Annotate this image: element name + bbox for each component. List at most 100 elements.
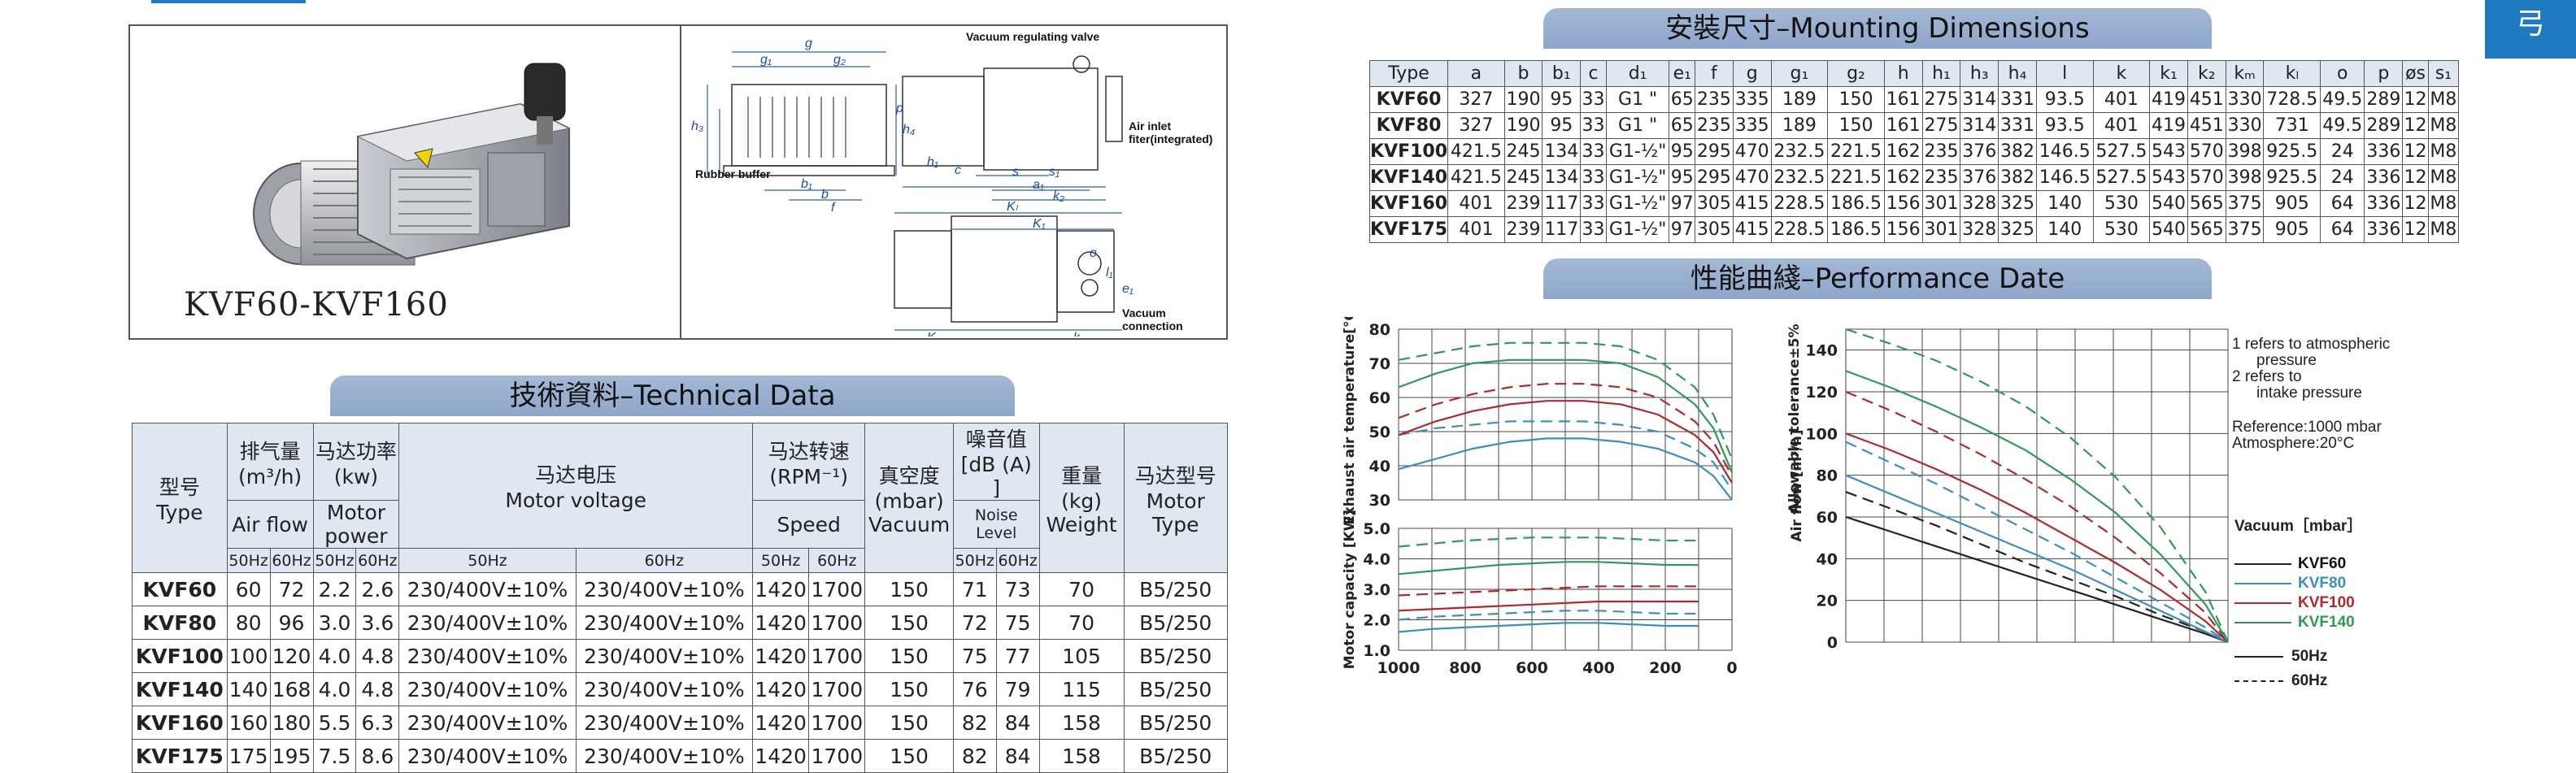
cell-s60: 1700: [808, 572, 866, 606]
cell-v60: 230/400V±10%: [575, 672, 754, 706]
cell-n60: 77: [995, 639, 1040, 673]
cell-v50: 230/400V±10%: [398, 606, 577, 640]
cell-af60: 180: [269, 706, 314, 740]
mount-cell: 33: [1580, 164, 1607, 191]
mount-cell: 314: [1960, 112, 1999, 139]
cell-af60: 96: [269, 606, 314, 640]
table-row: KVF80 80 96 3.0 3.6 230/400V±10% 230/400V±10% 1…: [132, 606, 1228, 640]
y-axis-label: Air flow [m³/h]: [1789, 429, 1805, 541]
mount-cell: 33: [1580, 86, 1607, 113]
svg-text:h₁: h₁: [927, 155, 938, 169]
cell-n50: 76: [952, 672, 997, 706]
cell-wt: 70: [1038, 606, 1125, 640]
col-power: 马达功率 (kw): [312, 423, 400, 501]
cell-s60: 1700: [808, 639, 866, 673]
mount-cell: 330: [2225, 86, 2265, 113]
mount-cell: 375: [2225, 190, 2265, 217]
mount-cell: 162: [1883, 138, 1923, 165]
mount-cell: 419: [2149, 112, 2188, 139]
mount-cell: 228.5: [1770, 216, 1829, 243]
label-vacuum-regulating-valve: Vacuum regulating valve: [966, 30, 1099, 43]
legend-item-kvf140: KVF140: [2234, 614, 2413, 632]
mount-cell: 245: [1503, 164, 1543, 191]
cell-p50: 4.0: [312, 639, 357, 673]
mount-cell: 325: [1998, 216, 2037, 243]
cell-n60: 79: [995, 672, 1040, 706]
cell-motor: B5/250: [1123, 706, 1228, 740]
cell-v60: 230/400V±10%: [575, 572, 754, 606]
x-tick-label: 1000: [1377, 659, 1421, 677]
mount-cell: 161: [1883, 86, 1923, 113]
cell-p50: 4.0: [312, 672, 357, 706]
mount-col-header: o: [2320, 60, 2365, 87]
mount-cell: 421.5: [1447, 164, 1505, 191]
mount-col-header: k: [2092, 60, 2151, 87]
mount-cell: 327: [1447, 86, 1505, 113]
mount-cell: 65: [1669, 112, 1696, 139]
mount-col-header: g: [1732, 60, 1772, 87]
mount-cell: 239: [1503, 190, 1543, 217]
svg-text:k: k: [1073, 331, 1081, 337]
legend-swatch: [2234, 563, 2291, 565]
header-accent-line: [151, 0, 306, 3]
mount-col-header: øs: [2402, 60, 2429, 87]
mount-cell: 235: [1921, 138, 1961, 165]
table-row: KVF60 327 190 95 33 G1 " 65 235 335 189 150 161 275 3…: [1368, 86, 2460, 113]
cell-motor: B5/250: [1123, 606, 1228, 640]
mount-cell: 64: [2320, 190, 2365, 217]
mount-cell: 64: [2320, 216, 2365, 243]
legend-label: KVF140: [2298, 614, 2355, 631]
mount-cell: 97: [1669, 190, 1696, 217]
mount-cell: 289: [2364, 86, 2404, 113]
series-line-7: [1845, 370, 2229, 643]
legend-item-kvf80: KVF80: [2234, 575, 2413, 593]
table-row: KVF160 401 239 117 33 G1-½" 97 305 415 228.5 186.5…: [1368, 190, 2460, 217]
mount-col-header: b₁: [1542, 60, 1582, 87]
model-range-caption: KVF60-KVF160: [184, 286, 449, 324]
mount-col-header: l: [2035, 60, 2094, 87]
mount-cell: 305: [1695, 190, 1734, 217]
svg-text:h₄: h₄: [903, 123, 915, 137]
mount-cell: 470: [1732, 164, 1772, 191]
dimension-drawing: g g₁ g₂ h₃ h₄p b₁ bf s s₁ a₁ k₂ Kₗ K₁ Kₘ k o l₁ e₁ h…: [691, 30, 1212, 337]
legend-label: KVF100: [2298, 594, 2355, 611]
svg-text:connection: connection: [1122, 319, 1183, 332]
cell-v50: 230/400V±10%: [398, 572, 577, 606]
mount-cell: 314: [1960, 86, 1999, 113]
mount-cell: 140: [2035, 216, 2094, 243]
mount-cell: 146.5: [2035, 138, 2094, 165]
table-row: KVF80 327 190 95 33 G1 " 65 235 335 189 150 161 275 3…: [1368, 112, 2460, 139]
col-vacuum: 真空度 (mbar) Vacuum: [864, 423, 954, 573]
x-tick-label: 0: [1726, 659, 1737, 677]
cell-vac: 150: [864, 706, 954, 740]
series-line-1: [1845, 515, 2229, 644]
mount-cell: 186.5: [1827, 216, 1885, 243]
cell-n60: 84: [995, 706, 1040, 740]
product-panel: [128, 24, 1228, 340]
mount-cell: 336: [2364, 164, 2404, 191]
mount-cell: 376: [1960, 138, 1999, 165]
cell-af60: 168: [269, 672, 314, 706]
mount-cell: 398: [2225, 164, 2265, 191]
mount-cell: 95: [1542, 86, 1582, 113]
chart-panel-2: 1.0 2.0 3.0 4.0 5.0 Motor capacity [KW] 1000 80…: [1342, 510, 1738, 677]
series-line-4: [1845, 441, 2229, 643]
mount-cell: 330: [2225, 112, 2265, 139]
series-line-5: [1398, 358, 1734, 473]
mount-cell: 134: [1542, 138, 1582, 165]
mount-cell: 232.5: [1770, 138, 1829, 165]
mount-cell: 398: [2225, 138, 2265, 165]
mount-cell: 156: [1883, 216, 1923, 243]
svg-text:p: p: [895, 102, 903, 115]
mount-cell: 235: [1921, 164, 1961, 191]
mount-cell: 33: [1580, 112, 1607, 139]
mount-cell: 375: [2225, 216, 2265, 243]
table-row: KVF100 421.5 245 134 33 G1-½" 95 295 470 232.5 221…: [1368, 138, 2460, 165]
mount-cell: 530: [2092, 216, 2151, 243]
performance-notes: 1 refers to atmospheric pressure 2 refer…: [2232, 336, 2391, 452]
mount-cell: 97: [1669, 216, 1696, 243]
cell-vac: 150: [864, 739, 954, 773]
cell-v60: 230/400V±10%: [575, 639, 754, 673]
mount-cell: M8: [2427, 216, 2460, 243]
mount-cell: 162: [1883, 164, 1923, 191]
